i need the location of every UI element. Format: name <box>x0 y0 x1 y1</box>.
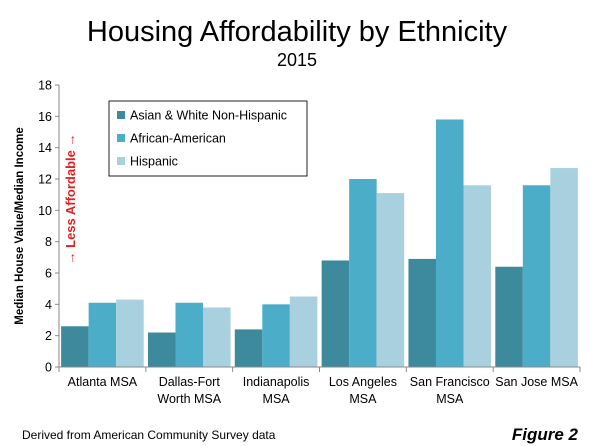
bar <box>463 185 492 367</box>
x-tick-label-line: San Jose MSA <box>495 375 578 389</box>
bar <box>175 302 204 367</box>
x-tick-label-line: MSA <box>436 392 464 406</box>
x-tick-label: San Francisco MSA <box>410 375 490 406</box>
bar <box>234 329 263 367</box>
y-tick-label: 12 <box>38 173 52 187</box>
legend-entry: Asian & White Non-Hispanic <box>130 109 287 123</box>
x-tick-label-line: Worth MSA <box>157 392 221 406</box>
x-tick-label-line: MSA <box>349 392 377 406</box>
bar <box>116 299 144 367</box>
y-tick-label: 18 <box>38 79 52 93</box>
legend-entry: Hispanic <box>130 155 178 169</box>
y-tick-label: 0 <box>45 361 52 375</box>
x-tick-label-line: Dallas-Fort <box>159 375 221 389</box>
y-tick-label: 14 <box>38 141 52 155</box>
legend-swatch <box>117 111 125 119</box>
x-tick-label: San Jose MSA <box>495 375 578 389</box>
chart-subtitle: 2015 <box>277 50 317 70</box>
x-tick-label-line: Indianapolis <box>243 375 310 389</box>
y-tick-label: 8 <box>45 235 52 249</box>
bar <box>88 302 117 367</box>
bar <box>522 185 551 367</box>
y-tick-label: 16 <box>38 110 52 124</box>
less-affordable-annotation: → Less Affordable → <box>63 134 78 265</box>
legend: Asian & White Non-Hispanic African-Americ… <box>108 100 308 177</box>
bar <box>495 266 523 367</box>
bar <box>321 260 350 367</box>
figure-label: Figure 2 <box>512 425 579 444</box>
plot-area: 0 2 4 6 8 10 12 14 16 18 Atlanta MSA Dallas-Fort Wor… <box>38 79 581 406</box>
legend-box <box>108 100 308 177</box>
bar <box>203 307 231 367</box>
bar <box>435 119 464 367</box>
y-tick-label: 2 <box>45 329 52 343</box>
y-tick-label: 6 <box>45 267 52 281</box>
bar <box>289 296 318 367</box>
bar <box>408 258 436 367</box>
x-tick-label-line: Atlanta MSA <box>68 375 138 389</box>
y-tick-label: 4 <box>45 298 52 312</box>
x-tick-label-line: San Francisco <box>410 375 490 389</box>
x-tick-label: Dallas-Fort Worth MSA <box>157 375 221 406</box>
x-tick-label: Indianapolis MSA <box>243 375 310 406</box>
x-tick-label-line: MSA <box>263 392 291 406</box>
bar <box>550 168 578 367</box>
bar <box>376 193 405 367</box>
legend-swatch <box>117 157 125 165</box>
y-tick-label: 10 <box>38 204 52 218</box>
bar <box>262 304 290 367</box>
legend-swatch <box>117 134 125 142</box>
x-tick-label: Los Angeles MSA <box>329 375 397 406</box>
bar <box>61 326 89 367</box>
bar <box>147 332 176 367</box>
y-axis-label: Median House Value/Median Income <box>14 127 26 324</box>
legend-entry: African-American <box>130 132 226 146</box>
bar <box>349 179 377 367</box>
x-tick-label: Atlanta MSA <box>68 375 138 389</box>
chart-title: Housing Affordability by Ethnicity <box>87 16 508 48</box>
source-note: Derived from American Community Survey d… <box>22 428 276 442</box>
x-tick-label-line: Los Angeles <box>329 375 397 389</box>
